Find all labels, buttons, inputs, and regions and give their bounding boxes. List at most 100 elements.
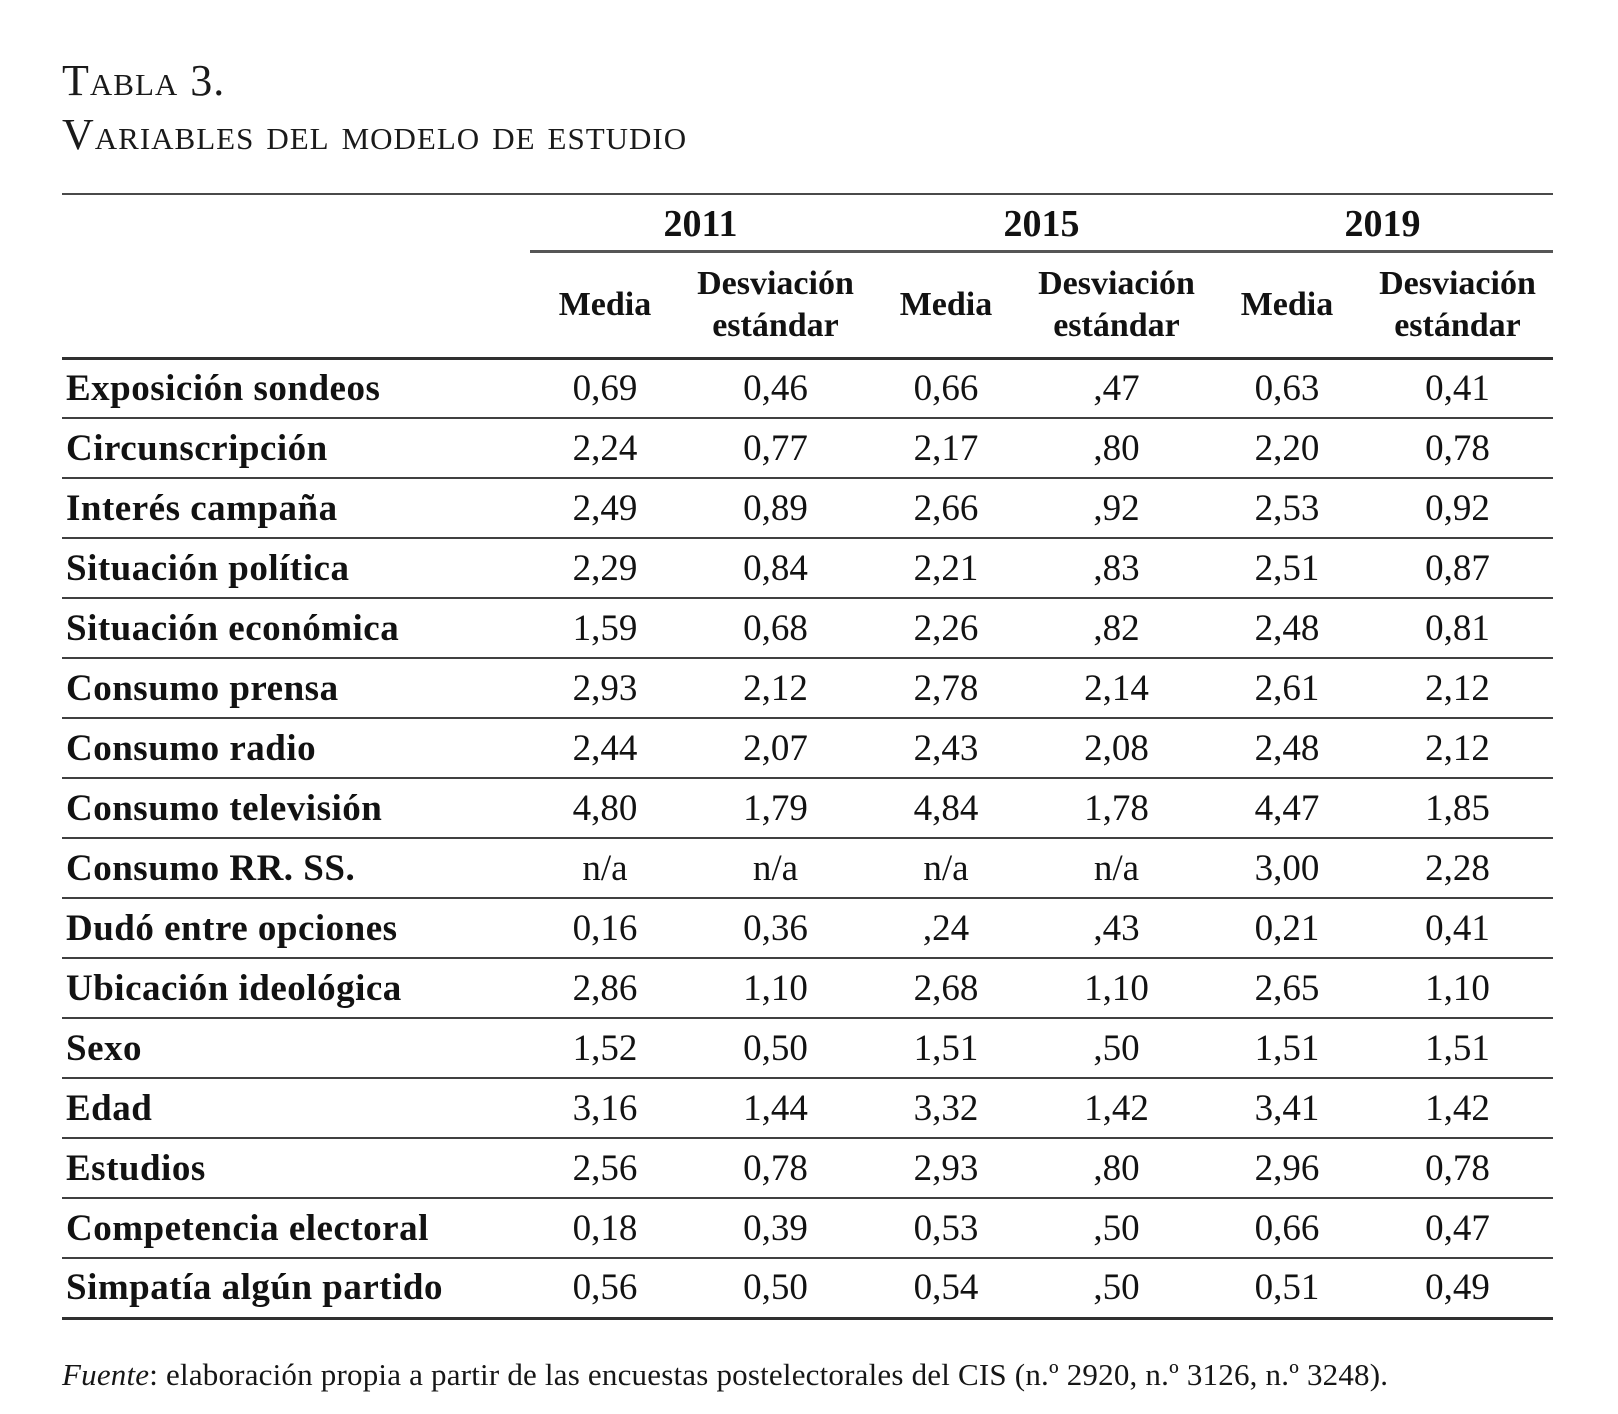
value-cell: 0,39	[680, 1198, 871, 1259]
subheader-row: Media Desviación estándar Media Desviaci…	[62, 251, 1553, 360]
value-cell: 0,87	[1362, 538, 1553, 599]
value-cell: 0,63	[1212, 358, 1362, 419]
value-cell: ,82	[1021, 598, 1212, 659]
value-cell: ,50	[1021, 1198, 1212, 1259]
value-cell: 2,07	[680, 718, 871, 779]
value-cell: 2,24	[530, 418, 680, 479]
value-cell: 2,12	[1362, 718, 1553, 779]
value-cell: 3,00	[1212, 838, 1362, 899]
sd-header: Desviación estándar	[1362, 251, 1553, 360]
table-row: Simpatía algún partido 0,56 0,50 0,54 ,5…	[62, 1258, 1553, 1320]
value-cell: 2,20	[1212, 418, 1362, 479]
value-cell: 2,65	[1212, 958, 1362, 1019]
source-text: : elaboración propia a partir de las enc…	[149, 1356, 1389, 1392]
table-row: Exposición sondeos 0,69 0,46 0,66 ,47 0,…	[62, 358, 1553, 419]
value-cell: 2,51	[1212, 538, 1362, 599]
row-label-cell: Consumo radio	[62, 718, 530, 779]
row-label-cell: Situación política	[62, 538, 530, 599]
source-note: Fuente: elaboración propia a partir de l…	[62, 1357, 1553, 1393]
table-row: Sexo 1,52 0,50 1,51 ,50 1,51 1,51	[62, 1018, 1553, 1079]
value-cell: 2,28	[1362, 838, 1553, 899]
value-cell: 2,93	[871, 1138, 1021, 1199]
value-cell: 1,78	[1021, 778, 1212, 839]
value-cell: ,83	[1021, 538, 1212, 599]
row-label-cell: Interés campaña	[62, 478, 530, 539]
value-cell: 0,54	[871, 1258, 1021, 1320]
row-label-cell: Circunscripción	[62, 418, 530, 479]
value-cell: 0,92	[1362, 478, 1553, 539]
value-cell: n/a	[1021, 838, 1212, 899]
value-cell: 0,68	[680, 598, 871, 659]
value-cell: 2,12	[680, 658, 871, 719]
value-cell: 4,47	[1212, 778, 1362, 839]
table-body: Exposición sondeos 0,69 0,46 0,66 ,47 0,…	[62, 358, 1553, 1320]
row-label-cell: Situación económica	[62, 598, 530, 659]
value-cell: 2,53	[1212, 478, 1362, 539]
value-cell: 2,12	[1362, 658, 1553, 719]
value-cell: 1,59	[530, 598, 680, 659]
value-cell: 0,21	[1212, 898, 1362, 959]
table-row: Ubicación ideológica 2,86 1,10 2,68 1,10…	[62, 958, 1553, 1019]
value-cell: 0,50	[680, 1018, 871, 1079]
value-cell: 0,84	[680, 538, 871, 599]
value-cell: 0,18	[530, 1198, 680, 1259]
value-cell: 1,10	[1021, 958, 1212, 1019]
value-cell: 2,93	[530, 658, 680, 719]
empty-corner-cell	[62, 251, 530, 360]
value-cell: 1,85	[1362, 778, 1553, 839]
value-cell: 2,56	[530, 1138, 680, 1199]
value-cell: 2,61	[1212, 658, 1362, 719]
value-cell: 0,46	[680, 358, 871, 419]
value-cell: 0,66	[871, 358, 1021, 419]
source-label: Fuente	[62, 1356, 150, 1392]
row-label-cell: Exposición sondeos	[62, 358, 530, 419]
row-label-cell: Edad	[62, 1078, 530, 1139]
value-cell: 2,48	[1212, 598, 1362, 659]
value-cell: 0,16	[530, 898, 680, 959]
value-cell: 2,48	[1212, 718, 1362, 779]
value-cell: ,92	[1021, 478, 1212, 539]
value-cell: n/a	[680, 838, 871, 899]
value-cell: 0,56	[530, 1258, 680, 1320]
year-header-row: 2011 2015 2019	[62, 194, 1553, 253]
value-cell: 1,10	[1362, 958, 1553, 1019]
value-cell: 2,86	[530, 958, 680, 1019]
row-label-cell: Sexo	[62, 1018, 530, 1079]
value-cell: 2,66	[871, 478, 1021, 539]
value-cell: 0,50	[680, 1258, 871, 1320]
value-cell: 2,14	[1021, 658, 1212, 719]
variables-statistics-table: 2011 2015 2019 Media Desviación estándar…	[62, 193, 1553, 1320]
year-header-2019: 2019	[1212, 194, 1553, 253]
value-cell: 3,32	[871, 1078, 1021, 1139]
value-cell: 1,42	[1021, 1078, 1212, 1139]
value-cell: 2,17	[871, 418, 1021, 479]
value-cell: 2,49	[530, 478, 680, 539]
value-cell: 1,51	[1362, 1018, 1553, 1079]
value-cell: 1,10	[680, 958, 871, 1019]
value-cell: 0,36	[680, 898, 871, 959]
table-row: Competencia electoral 0,18 0,39 0,53 ,50…	[62, 1198, 1553, 1259]
value-cell: 3,41	[1212, 1078, 1362, 1139]
value-cell: 0,78	[1362, 418, 1553, 479]
value-cell: 2,26	[871, 598, 1021, 659]
table-row: Dudó entre opciones 0,16 0,36 ,24 ,43 0,…	[62, 898, 1553, 959]
table-row: Circunscripción 2,24 0,77 2,17 ,80 2,20 …	[62, 418, 1553, 479]
value-cell: 2,78	[871, 658, 1021, 719]
value-cell: ,24	[871, 898, 1021, 959]
row-label-cell: Simpatía algún partido	[62, 1258, 530, 1320]
value-cell: n/a	[871, 838, 1021, 899]
row-label-cell: Consumo RR. SS.	[62, 838, 530, 899]
media-header: Media	[1212, 251, 1362, 360]
value-cell: 1,51	[1212, 1018, 1362, 1079]
value-cell: 0,69	[530, 358, 680, 419]
value-cell: 2,08	[1021, 718, 1212, 779]
table-row: Consumo televisión 4,80 1,79 4,84 1,78 4…	[62, 778, 1553, 839]
value-cell: ,47	[1021, 358, 1212, 419]
media-header: Media	[530, 251, 680, 360]
value-cell: 0,53	[871, 1198, 1021, 1259]
value-cell: ,50	[1021, 1018, 1212, 1079]
value-cell: 1,52	[530, 1018, 680, 1079]
value-cell: 0,78	[680, 1138, 871, 1199]
value-cell: 0,77	[680, 418, 871, 479]
